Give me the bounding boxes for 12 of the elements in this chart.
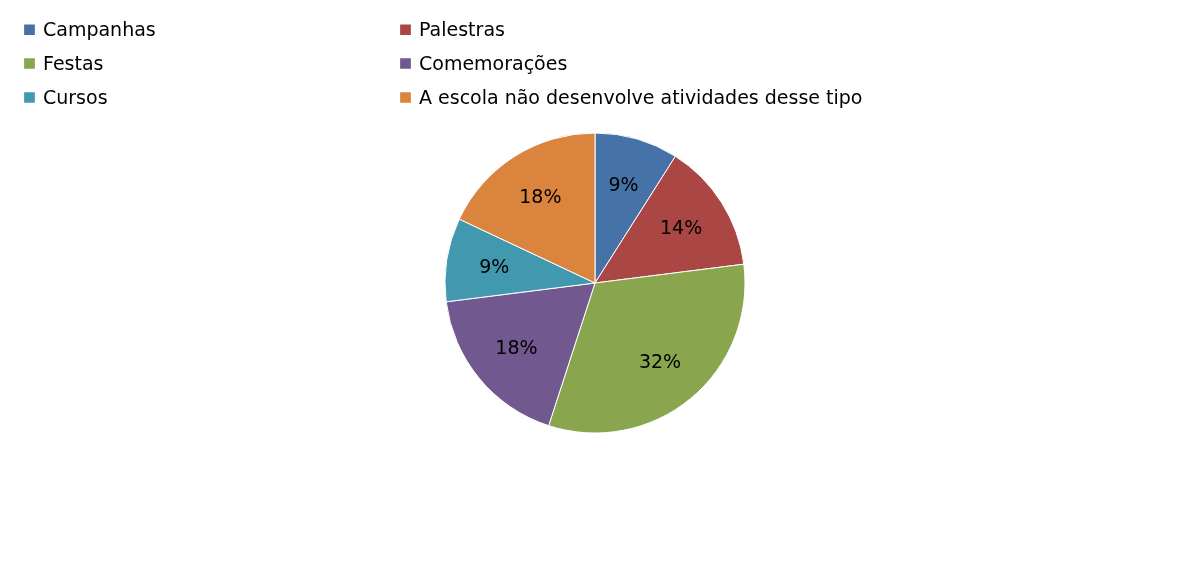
legend-label: Comemorações <box>419 51 568 74</box>
data-label: 18% <box>519 184 562 207</box>
legend-label: Palestras <box>419 17 505 40</box>
data-label: 9% <box>608 173 639 196</box>
legend-label: A escola não desenvolve atividades desse tipo <box>419 85 863 108</box>
data-label: 18% <box>495 336 538 359</box>
data-label: 14% <box>660 216 703 239</box>
legend-label: Cursos <box>43 85 108 108</box>
data-label: 32% <box>638 349 682 372</box>
data-label: 9% <box>479 255 510 278</box>
legend-label: Campanhas <box>43 17 156 40</box>
legend-label: Festas <box>43 51 104 74</box>
